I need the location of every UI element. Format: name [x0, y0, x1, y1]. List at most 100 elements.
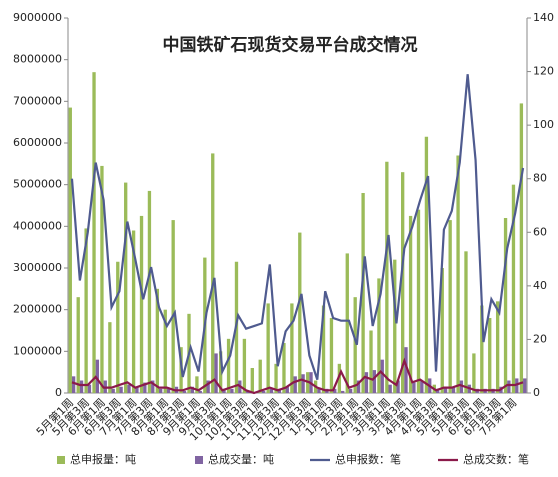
legend-label: 总申报数：笔 — [335, 452, 401, 466]
y-tick-label: 8000000 — [13, 53, 62, 66]
bar — [507, 380, 511, 393]
legend-swatch — [195, 456, 203, 464]
bar — [301, 374, 305, 393]
y-tick-label: 4000000 — [13, 219, 62, 232]
bar — [71, 376, 76, 393]
bar — [143, 382, 147, 393]
bar — [503, 218, 508, 393]
bar — [356, 380, 361, 393]
y2-tick-label: 120 — [533, 65, 554, 78]
bar — [285, 386, 289, 393]
line — [70, 74, 525, 380]
y-tick-label: 2000000 — [13, 303, 62, 316]
legend-swatch — [57, 456, 65, 464]
y2-tick-label: 140 — [533, 11, 554, 24]
bar — [341, 390, 345, 393]
bar — [226, 338, 231, 393]
bar — [401, 172, 405, 393]
bar — [68, 107, 72, 393]
bar — [459, 380, 464, 393]
legend-label: 总申报量：吨 — [70, 452, 136, 466]
legend-label: 总成交量：吨 — [208, 452, 274, 466]
bar — [515, 378, 519, 393]
bar — [412, 382, 416, 393]
bar — [190, 386, 194, 393]
y-tick-label: 6000000 — [13, 136, 62, 149]
bar — [163, 309, 167, 393]
bar — [266, 303, 270, 393]
bar — [230, 388, 234, 393]
bar — [214, 353, 218, 393]
bar — [159, 388, 163, 393]
bar — [198, 390, 202, 393]
bar — [124, 182, 128, 393]
bar — [261, 390, 266, 393]
bar — [511, 184, 516, 393]
bar — [155, 288, 160, 393]
y-tick-label: 9000000 — [13, 11, 62, 24]
bar — [329, 318, 334, 393]
bar — [393, 259, 397, 393]
bar — [396, 380, 400, 393]
bar — [472, 353, 476, 393]
bar — [321, 305, 326, 393]
bar — [337, 363, 342, 393]
bar — [443, 386, 448, 393]
bar — [108, 322, 112, 393]
y-tick-label: 7000000 — [13, 94, 62, 107]
bar — [195, 376, 199, 393]
bar — [269, 388, 274, 393]
bar — [111, 388, 115, 393]
bar — [290, 303, 294, 393]
legend-label: 总成交数：笔 — [463, 452, 529, 466]
bar — [388, 384, 392, 393]
y-tick-label: 5000000 — [13, 178, 62, 191]
bar — [135, 386, 139, 393]
bar — [420, 380, 424, 393]
bar — [345, 253, 349, 393]
bar — [100, 165, 104, 393]
bar — [385, 161, 389, 393]
bar — [380, 359, 384, 393]
bar — [408, 215, 413, 393]
bar — [440, 268, 444, 393]
bar — [76, 297, 80, 393]
y-tick-label: 0 — [55, 386, 62, 399]
bar — [293, 376, 297, 393]
bar — [151, 380, 155, 393]
bar — [456, 155, 460, 393]
bar — [92, 72, 96, 394]
bar — [480, 305, 484, 393]
y-tick-label: 1000000 — [13, 344, 62, 357]
bar — [84, 228, 88, 393]
y2-tick-label: 60 — [533, 225, 547, 238]
bar — [119, 386, 123, 393]
bar — [182, 390, 187, 393]
bar — [166, 388, 171, 393]
bar — [282, 343, 286, 393]
bar — [171, 220, 175, 393]
bar — [218, 351, 223, 393]
bar — [116, 261, 120, 393]
bar — [495, 301, 500, 393]
bar — [451, 386, 456, 393]
bar — [464, 251, 468, 393]
bar — [317, 388, 321, 393]
bar — [369, 330, 373, 393]
bar — [95, 359, 100, 393]
bar — [206, 380, 210, 393]
bar — [404, 347, 408, 393]
bar — [250, 368, 254, 393]
bar — [364, 372, 369, 393]
bar — [242, 338, 247, 393]
bar — [361, 193, 365, 393]
bar — [127, 384, 131, 393]
bar — [488, 318, 492, 393]
y2-tick-label: 20 — [533, 332, 547, 345]
bar — [298, 232, 302, 393]
line — [71, 357, 524, 395]
bar — [79, 380, 84, 393]
bar — [424, 136, 429, 393]
y2-tick-label: 100 — [533, 118, 554, 131]
